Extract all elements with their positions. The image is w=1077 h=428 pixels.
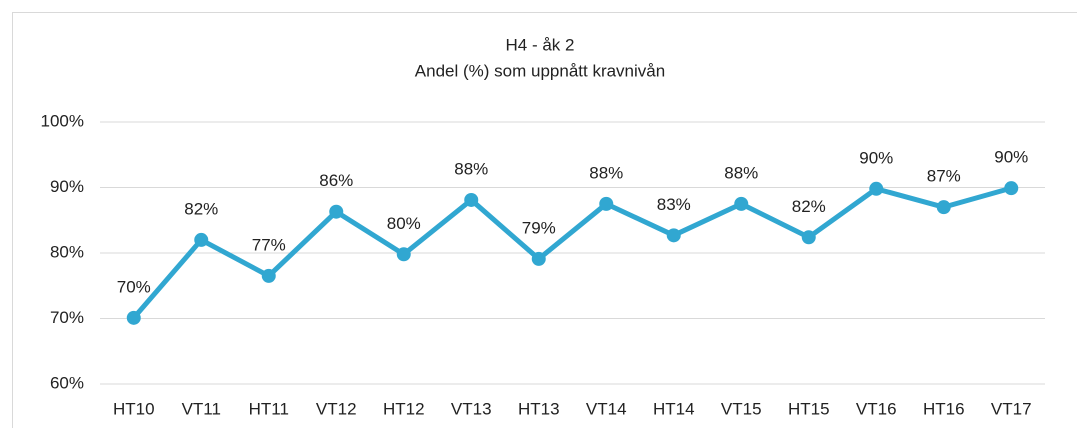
data-label: 88% <box>454 159 488 178</box>
x-tick-label: HT11 <box>249 399 289 418</box>
data-label: 77% <box>252 235 286 254</box>
chart-subtitle: Andel (%) som uppnått kravnivån <box>415 61 665 80</box>
x-tick-label: VT17 <box>991 399 1032 418</box>
x-tick-label: HT16 <box>923 399 965 418</box>
x-tick-label: VT15 <box>721 399 762 418</box>
data-label: 79% <box>522 218 556 237</box>
x-tick-label: VT14 <box>586 399 627 418</box>
x-tick-label: HT15 <box>788 399 830 418</box>
data-point <box>329 204 344 219</box>
y-tick-label: 70% <box>50 308 84 327</box>
data-point <box>801 230 816 245</box>
data-point <box>599 196 614 211</box>
x-tick-label: HT13 <box>518 399 560 418</box>
x-tick-label: VT16 <box>856 399 897 418</box>
data-label: 82% <box>792 197 826 216</box>
data-label: 90% <box>994 148 1028 167</box>
x-tick-label: VT13 <box>451 399 492 418</box>
data-label: 82% <box>184 199 218 218</box>
data-point <box>464 192 479 207</box>
data-label: 87% <box>927 167 961 186</box>
data-point <box>666 228 681 243</box>
data-point <box>261 268 276 283</box>
data-point <box>126 310 141 325</box>
chart-title: H4 - åk 2 <box>506 35 575 54</box>
data-point <box>1004 181 1019 196</box>
data-point <box>936 200 951 215</box>
data-label: 83% <box>657 195 691 214</box>
x-tick-label: HT12 <box>383 399 425 418</box>
data-label: 80% <box>387 214 421 233</box>
data-label: 70% <box>117 277 151 296</box>
data-label: 88% <box>589 163 623 182</box>
data-point <box>869 181 884 196</box>
data-label: 88% <box>724 163 758 182</box>
y-tick-label: 60% <box>50 373 84 392</box>
x-tick-label: VT12 <box>316 399 357 418</box>
data-point <box>396 247 411 262</box>
y-tick-label: 90% <box>50 177 84 196</box>
data-point <box>734 196 749 211</box>
x-tick-label: HT14 <box>653 399 695 418</box>
data-label: 86% <box>319 171 353 190</box>
series-line <box>131 185 1012 320</box>
x-tick-label: HT10 <box>113 399 155 418</box>
x-tick-label: VT11 <box>182 399 221 418</box>
data-label: 90% <box>859 148 893 167</box>
data-point <box>531 251 546 266</box>
y-tick-label: 100% <box>41 111 84 130</box>
data-point <box>194 232 209 247</box>
y-tick-label: 80% <box>50 242 84 261</box>
chart-frame <box>12 12 1077 428</box>
